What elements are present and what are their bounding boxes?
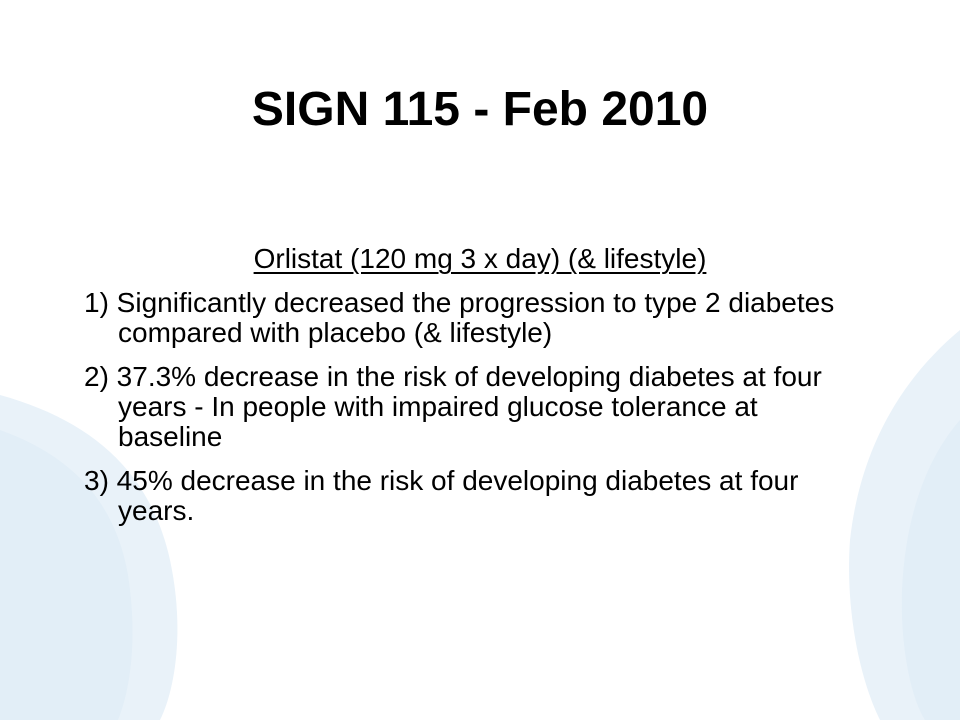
slide-title: SIGN 115 - Feb 2010 — [251, 83, 709, 136]
list-item: 2) 37.3% decrease in the risk of develop… — [84, 361, 822, 452]
left-swoosh-inner — [0, 430, 133, 720]
bullet-list: 1) Significantly decreased the progressi… — [84, 288, 844, 540]
right-swoosh-inner — [901, 420, 960, 720]
slide-subheading: Orlistat (120 mg 3 x day) (& lifestyle) — [0, 240, 960, 278]
subheading-text: Orlistat (120 mg 3 x day) (& lifestyle) — [253, 243, 707, 274]
list-item: 3) 45% decrease in the risk of developin… — [84, 465, 799, 526]
list-item: 1) Significantly decreased the progressi… — [84, 287, 835, 348]
